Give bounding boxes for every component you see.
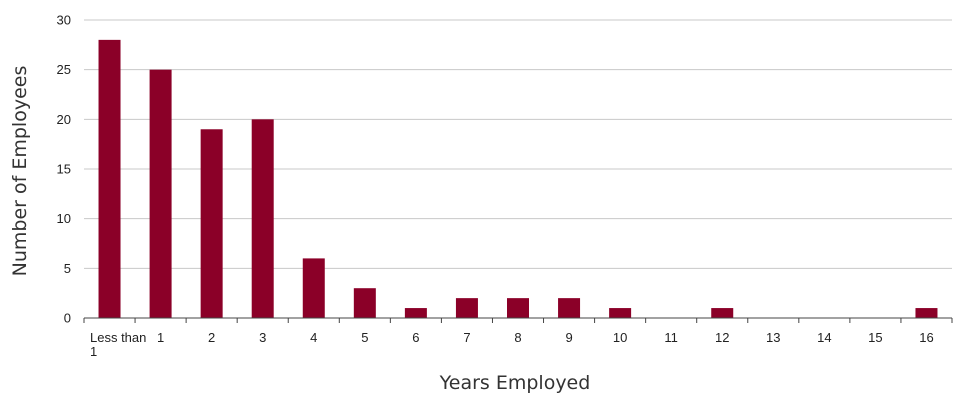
x-tick-label: 1: [157, 330, 164, 345]
y-tick-label: 5: [64, 261, 71, 276]
bar: [404, 308, 427, 318]
x-tick-label: 10: [613, 330, 627, 345]
y-tick-label: 30: [57, 13, 71, 28]
x-tick-label: 15: [868, 330, 882, 345]
bar: [455, 298, 478, 318]
x-axis-title: Years Employed: [439, 372, 591, 394]
x-tick-label: Less than 1: [90, 330, 146, 359]
bar: [353, 288, 376, 318]
y-tick-label: 20: [57, 112, 71, 127]
bar: [200, 129, 223, 318]
bar: [302, 258, 325, 318]
x-tick-label: 14: [817, 330, 831, 345]
x-tick-label: 12: [715, 330, 729, 345]
x-tick-label: 11: [664, 330, 678, 345]
y-axis-ticks: 0 5 10 15 20 25 30: [57, 13, 71, 326]
y-axis-title: Number of Employees: [9, 66, 31, 277]
x-tick-label: 16: [919, 330, 933, 345]
x-tick-label: 9: [565, 330, 572, 345]
bars: [98, 39, 938, 319]
x-tick-label: 4: [310, 330, 317, 345]
bar: [507, 298, 529, 318]
bar: [609, 308, 632, 318]
bar: [149, 69, 172, 319]
x-tick-label: 8: [514, 330, 521, 345]
bar: [251, 119, 274, 318]
bar: [915, 308, 938, 318]
gridlines: [84, 19, 952, 269]
y-tick-label: 15: [57, 162, 71, 177]
bar: [98, 39, 121, 318]
x-tick-label: 7: [463, 330, 470, 345]
y-tick-label: 0: [64, 311, 71, 326]
y-tick-label: 10: [57, 211, 71, 226]
x-tick-label: 6: [412, 330, 419, 345]
x-tick-label: 13: [766, 330, 780, 345]
bar: [558, 298, 581, 318]
x-tick-label: 5: [361, 330, 368, 345]
x-axis-ticks: Less than 11 2 3 4 5 6 7 8 9 10 11 12 13 14 15 16: [83, 318, 953, 359]
x-tick-label: 3: [259, 330, 266, 345]
bar: [711, 308, 734, 318]
x-tick-label: 2: [208, 330, 215, 345]
y-tick-label: 25: [57, 62, 71, 77]
